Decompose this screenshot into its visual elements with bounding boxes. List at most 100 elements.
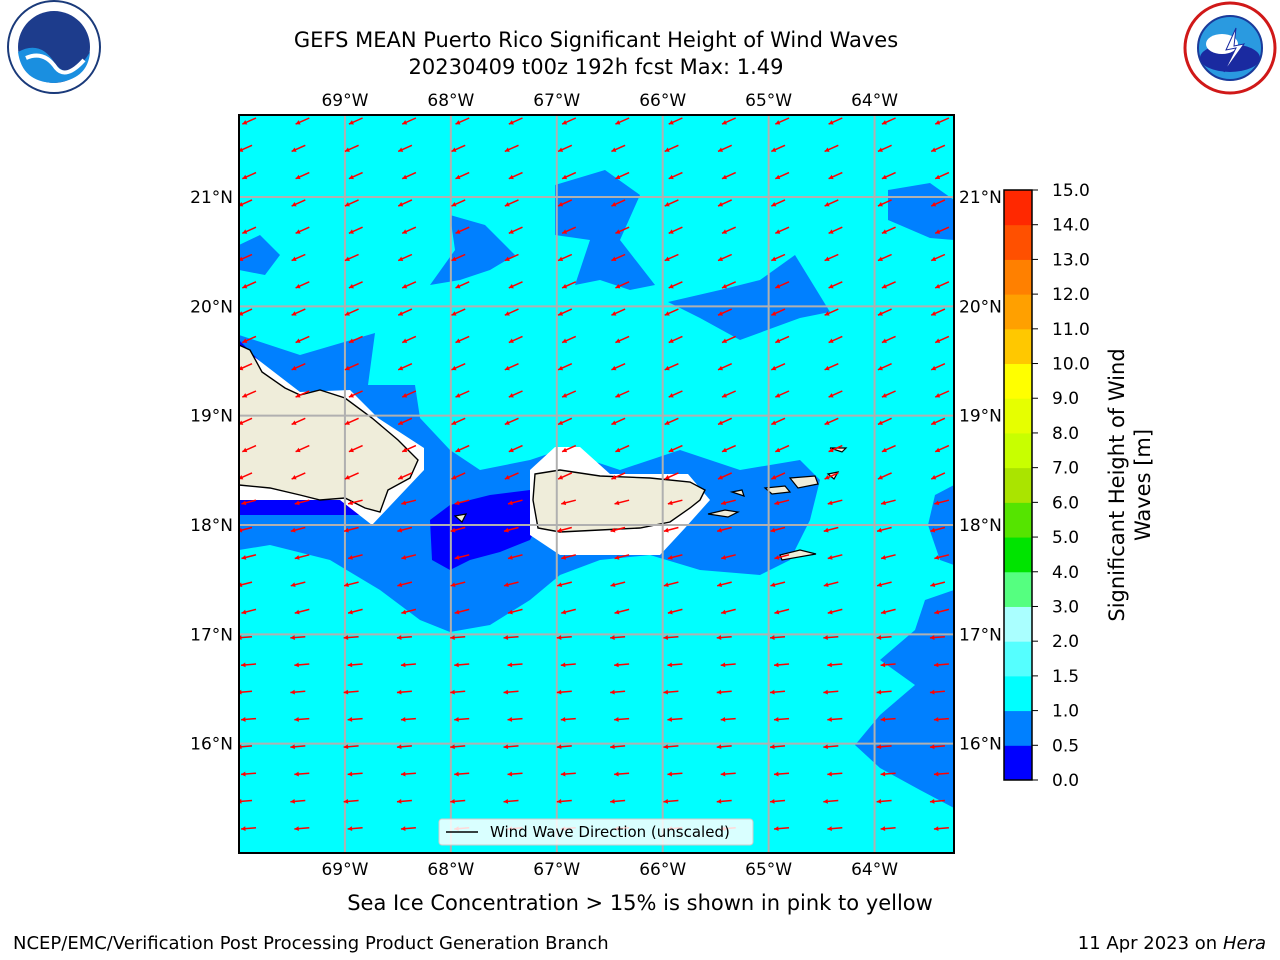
wave-arrow-head [770,689,775,695]
wave-arrow-head [610,798,615,804]
wave-arrow-head [880,826,886,832]
wave-arrow-head [935,447,941,453]
wave-arrow-head [348,283,354,289]
wave-arrow-head [503,527,509,533]
wave-arrow-head [455,283,461,289]
wave-arrow-head [664,311,670,316]
wave-arrow-head [344,202,350,207]
wave-arrow-head [241,717,246,722]
wave-arrow-head [930,582,936,588]
wave-arrow-head [667,500,673,506]
wave-arrow-head [344,147,350,152]
colorbar-tick-label: 1.0 [1052,702,1079,722]
wave-arrow-head [771,365,777,371]
wave-arrow-head [294,555,300,560]
wave-arrow-head [828,283,834,289]
wave-arrow-head [931,256,937,262]
lon-tick-label-bottom: 66°W [639,860,686,880]
wave-arrow-head [560,717,566,722]
wave-arrow-head [504,420,510,425]
wave-arrow-head [242,338,248,343]
wave-arrow-head [454,771,459,777]
wave-arrow-head [718,311,723,316]
wave-arrow-head [291,311,297,316]
wave-arrow-head [450,798,455,804]
wave-arrow-head [610,635,615,640]
lon-tick-label-top: 64°W [851,91,898,111]
wave-arrow-head [347,771,353,777]
wave-arrow-head [722,338,727,343]
wave-arrow-head [561,500,567,506]
colorbar-segment [1004,259,1032,295]
wave-arrow-head [557,527,563,533]
colorbar-tick-label: 15.0 [1052,181,1090,201]
wave-arrow-head [935,120,941,125]
wave-arrow-head [667,662,673,668]
wave-arrow-head [774,771,779,777]
colorbar-segment [1004,710,1032,746]
wave-arrow-head [774,500,780,506]
wave-arrow-head [507,555,513,560]
wave-arrow-head [930,527,936,533]
wave-arrow-head [774,717,779,722]
wave-arrow-head [775,393,781,398]
wave-arrow-head [343,744,349,750]
wave-arrow-head [881,283,887,289]
colorbar-segment [1004,432,1032,469]
colorbar-segment [1004,745,1032,781]
wave-arrow-head [828,120,834,125]
lat-tick-label-right: 18°N [959,516,1002,536]
wave-arrow-head [827,609,833,615]
wave-arrow-head [722,120,727,125]
wave-arrow-head [290,798,295,804]
chart-title: GEFS MEAN Puerto Rico Significant Height… [293,28,899,52]
wave-arrow-head [348,609,353,615]
wave-arrow-head [664,256,670,262]
colorbar-segment [1004,571,1032,607]
hispaniola-land [239,344,419,513]
wave-arrow-head [242,447,248,453]
wave-arrow-head [401,609,407,615]
wave-arrow-head [396,798,402,804]
lat-tick-label-right: 21°N [959,188,1002,208]
wave-arrow-head [343,689,349,695]
wave-arrow-head [664,202,670,207]
wave-arrow-head [562,120,568,125]
wave-arrow-head [562,283,568,289]
wave-arrow-head [398,365,404,371]
wave-arrow-head [828,393,834,398]
wave-arrow-head [239,475,244,480]
wave-arrow-head [611,311,617,316]
wave-arrow-head [348,447,354,453]
wave-arrow-head [294,609,300,615]
wave-arrow-head [775,338,781,343]
wave-arrow-head [824,256,830,262]
wave-arrow-head [722,229,727,234]
wave-arrow-head [294,717,299,722]
lon-tick-label-bottom: 67°W [533,860,580,880]
wave-arrow-head [291,475,297,480]
wave-arrow-head [241,555,247,560]
wave-arrow-head [933,662,939,668]
wave-arrow-head [290,635,295,640]
nws-logo-icon [1183,1,1277,95]
wave-arrow-head [718,202,723,207]
wave-arrow-head [615,229,621,234]
wave-arrow-head [556,689,562,695]
wave-arrow-head [291,147,297,152]
wave-arrow-head [503,744,509,750]
wave-arrow-head [775,229,781,234]
wave-arrow-head [663,582,669,588]
wave-arrow-head [291,420,297,425]
wave-arrow-head [827,771,832,777]
colorbar-frame [1003,189,1033,781]
wave-arrow-head [348,555,353,560]
wave-arrow-head [398,147,404,152]
small-island [453,513,468,523]
wave-arrow-head [877,527,882,533]
wave-arrow-head [667,771,673,777]
colorbar-tick-label: 14.0 [1052,216,1090,236]
wave-arrow-head [881,447,887,453]
colorbar-tick-label: 6.0 [1052,493,1079,513]
